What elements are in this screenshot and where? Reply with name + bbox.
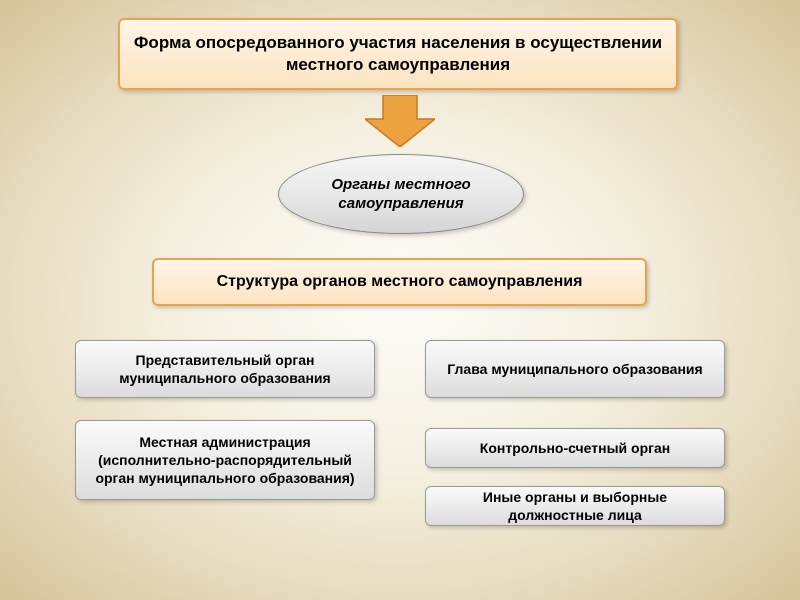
organs-ellipse: Органы местного самоуправления (278, 154, 524, 234)
head-box: Глава муниципального образования (425, 340, 725, 398)
other-box: Иные органы и выборные должностные лица (425, 486, 725, 526)
control-text: Контрольно-счетный орган (470, 433, 680, 463)
structure-box: Структура органов местного самоуправлени… (152, 258, 647, 306)
title-text: Форма опосредованного участия населения … (120, 26, 676, 82)
other-text: Иные органы и выборные должностные лица (426, 482, 724, 530)
representative-box: Представительный орган муниципального об… (75, 340, 375, 398)
title-box: Форма опосредованного участия населения … (118, 18, 678, 90)
structure-text: Структура органов местного самоуправлени… (207, 266, 593, 299)
administration-box: Местная администрация (исполнительно-рас… (75, 420, 375, 500)
representative-text: Представительный орган муниципального об… (76, 345, 374, 393)
diagram-container: Форма опосредованного участия населения … (0, 0, 800, 600)
down-arrow (365, 95, 435, 147)
head-text: Глава муниципального образования (437, 354, 712, 384)
control-box: Контрольно-счетный орган (425, 428, 725, 468)
organs-text: Органы местного самоуправления (279, 169, 523, 220)
administration-text: Местная администрация (исполнительно-рас… (76, 427, 374, 494)
